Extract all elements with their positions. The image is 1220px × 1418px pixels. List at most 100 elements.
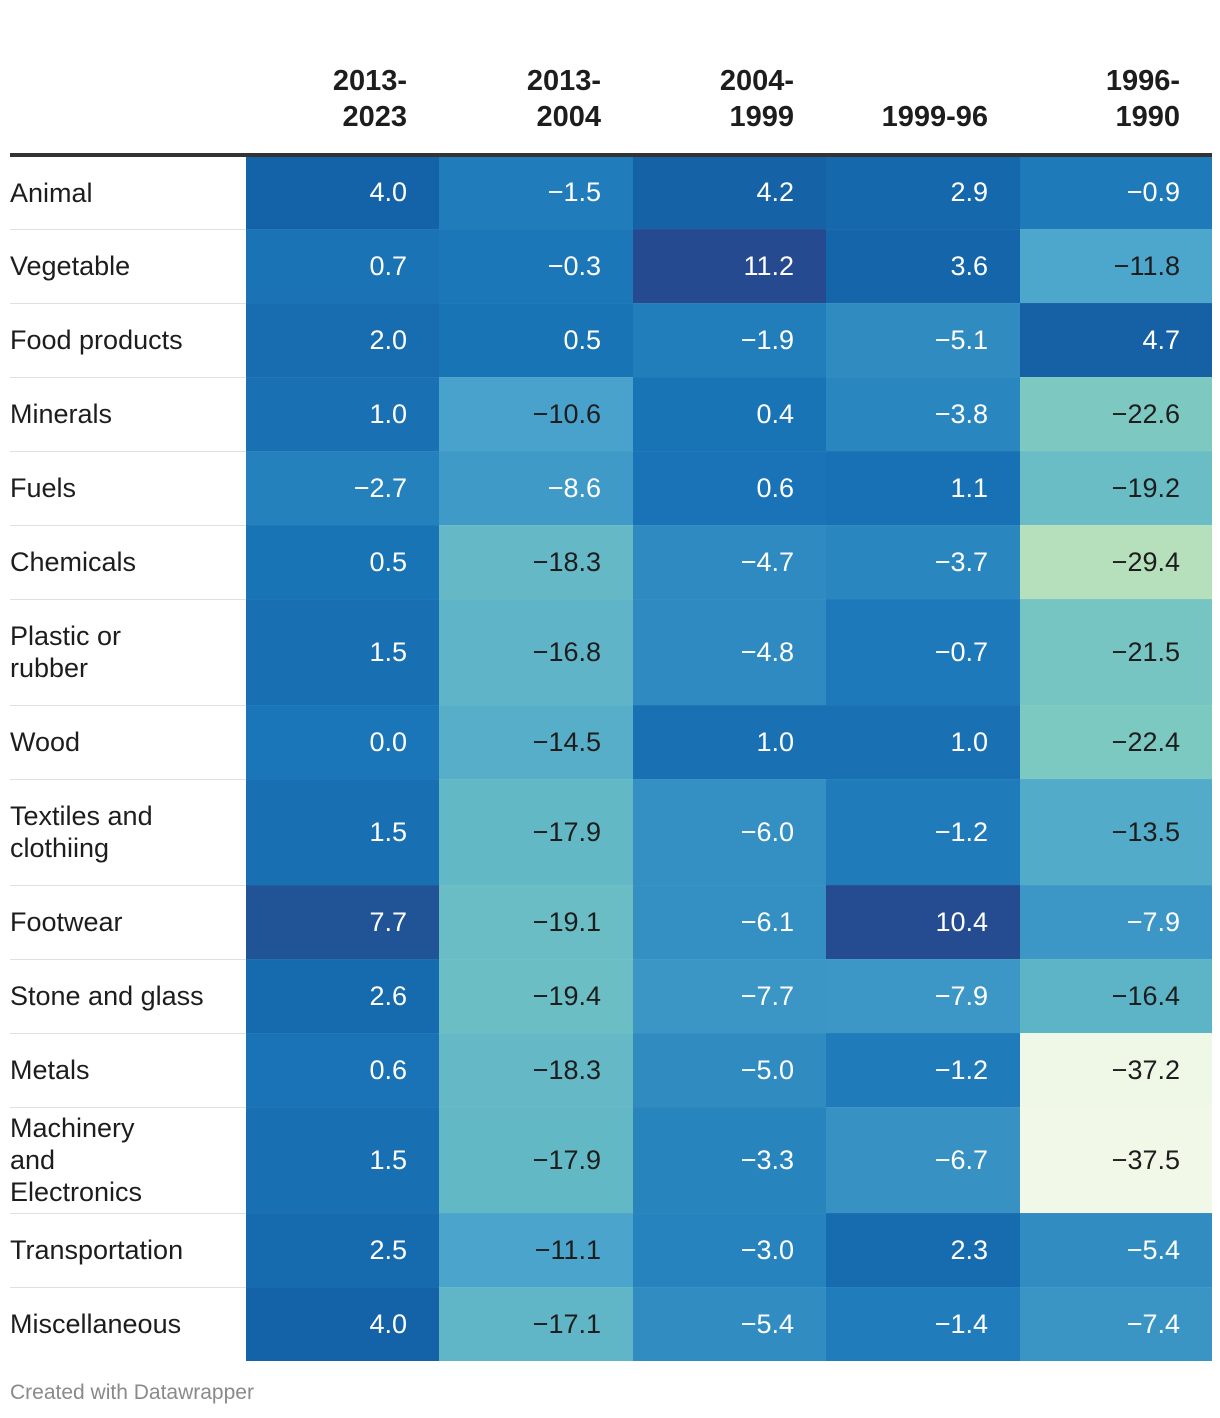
heatmap-cell: −17.9 <box>439 779 633 886</box>
heatmap-cell: −1.2 <box>826 1033 1020 1108</box>
heatmap-cell: −5.1 <box>826 303 1020 378</box>
heatmap-cell: −19.1 <box>439 885 633 960</box>
column-header: 2013- 2004 <box>439 0 633 157</box>
table-row: Transportation 2.5 −11.1 −3.0 2.3 −5.4 <box>10 1213 1212 1288</box>
column-header: 2004- 1999 <box>633 0 826 157</box>
heatmap-cell: −1.4 <box>826 1287 1020 1362</box>
row-label: Minerals <box>10 377 246 452</box>
heatmap-cell: −3.8 <box>826 377 1020 452</box>
heatmap-cell: 1.5 <box>246 599 439 706</box>
table-row: Textiles and clothiing 1.5 −17.9 −6.0 −1.2 −1… <box>10 779 1212 886</box>
column-header: 1996- 1990 <box>1020 0 1212 157</box>
header-row: 2013- 2023 2013- 2004 2004- 1999 1999-96… <box>10 0 1212 157</box>
table-row: Fuels −2.7 −8.6 0.6 1.1 −19.2 <box>10 451 1212 526</box>
heatmap-cell: −5.4 <box>1020 1213 1212 1288</box>
heatmap-cell: −7.7 <box>633 959 826 1034</box>
heatmap-cell: 0.6 <box>633 451 826 526</box>
heatmap-cell: −6.7 <box>826 1107 1020 1214</box>
heatmap-cell: −1.2 <box>826 779 1020 886</box>
heatmap-cell: 4.0 <box>246 155 439 230</box>
table-row: Miscellaneous 4.0 −17.1 −5.4 −1.4 −7.4 <box>10 1287 1212 1362</box>
heatmap-cell: 4.0 <box>246 1287 439 1362</box>
heatmap-cell: −37.2 <box>1020 1033 1212 1108</box>
row-label: Transportation <box>10 1213 246 1288</box>
row-label: Miscellaneous <box>10 1309 182 1340</box>
table-row: Minerals 1.0 −10.6 0.4 −3.8 −22.6 <box>10 377 1212 452</box>
heatmap-cell: −29.4 <box>1020 525 1212 600</box>
table-row: Footwear 7.7 −19.1 −6.1 10.4 −7.9 <box>10 885 1212 960</box>
heatmap-cell: 4.2 <box>633 155 826 230</box>
row-label: Fuels <box>10 451 246 526</box>
heatmap-cell: −14.5 <box>439 705 633 780</box>
heatmap-cell: 3.6 <box>826 229 1020 304</box>
heatmap-cell: −5.4 <box>633 1287 826 1362</box>
heatmap-cell: −3.7 <box>826 525 1020 600</box>
heatmap-cell: 2.0 <box>246 303 439 378</box>
row-label: Plastic or rubber <box>10 599 246 706</box>
heatmap-cell: −1.5 <box>439 155 633 230</box>
table-row: Vegetable 0.7 −0.3 11.2 3.6 −11.8 <box>10 229 1212 304</box>
heatmap-cell: 7.7 <box>246 885 439 960</box>
heatmap-cell: −0.3 <box>439 229 633 304</box>
table-row: Stone and glass 2.6 −19.4 −7.7 −7.9 −16.4 <box>10 959 1212 1034</box>
heatmap-cell: 0.4 <box>633 377 826 452</box>
heatmap-cell: −0.9 <box>1020 155 1212 230</box>
heatmap-cell: 4.7 <box>1020 303 1212 378</box>
heatmap-cell: −5.0 <box>633 1033 826 1108</box>
heatmap-cell: −17.1 <box>439 1287 633 1362</box>
heatmap-cell: 1.1 <box>826 451 1020 526</box>
heatmap-cell: 1.5 <box>246 1107 439 1214</box>
heatmap-cell: 1.0 <box>633 705 826 780</box>
heatmap-cell: 2.3 <box>826 1213 1020 1288</box>
row-label: Textiles and clothiing <box>10 779 246 886</box>
heatmap-cell: 11.2 <box>633 229 826 304</box>
heatmap-cell: −19.4 <box>439 959 633 1034</box>
heatmap-cell: 0.6 <box>246 1033 439 1108</box>
heatmap-cell: −21.5 <box>1020 599 1212 706</box>
heatmap-cell: −19.2 <box>1020 451 1212 526</box>
heatmap-cell: −7.9 <box>826 959 1020 1034</box>
header-corner <box>10 0 246 157</box>
heatmap-cell: −7.4 <box>1020 1287 1212 1362</box>
row-label: Food products <box>10 303 246 378</box>
heatmap-cell: −2.7 <box>246 451 439 526</box>
heatmap-cell: −7.9 <box>1020 885 1212 960</box>
table-row: Metals 0.6 −18.3 −5.0 −1.2 −37.2 <box>10 1033 1212 1108</box>
heatmap-cell: −0.7 <box>826 599 1020 706</box>
heatmap-cell: 10.4 <box>826 885 1020 960</box>
heatmap-cell: −22.4 <box>1020 705 1212 780</box>
table-row: Animal 4.0 −1.5 4.2 2.9 −0.9 <box>10 155 1212 230</box>
heatmap-cell: −37.5 <box>1020 1107 1212 1214</box>
heatmap-cell: −22.6 <box>1020 377 1212 452</box>
heatmap-cell: −11.1 <box>439 1213 633 1288</box>
heatmap-cell: −8.6 <box>439 451 633 526</box>
row-label: Chemicals <box>10 525 246 600</box>
heatmap-cell: −10.6 <box>439 377 633 452</box>
column-header: 2013- 2023 <box>246 0 439 157</box>
heatmap-cell: 0.0 <box>246 705 439 780</box>
credit-text: Created with Datawrapper <box>10 1381 254 1404</box>
heatmap-cell: 0.5 <box>439 303 633 378</box>
heatmap-cell: −3.3 <box>633 1107 826 1214</box>
heatmap-cell: −6.0 <box>633 779 826 886</box>
heatmap-cell: 1.5 <box>246 779 439 886</box>
row-label: Machinery and Electronics <box>10 1107 246 1214</box>
heatmap-cell: 2.9 <box>826 155 1020 230</box>
heatmap-cell: −1.9 <box>633 303 826 378</box>
table-row: Plastic or rubber 1.5 −16.8 −4.8 −0.7 −21.5 <box>10 599 1212 706</box>
heatmap-cell: −16.8 <box>439 599 633 706</box>
heatmap-cell: −11.8 <box>1020 229 1212 304</box>
table-row: Chemicals 0.5 −18.3 −4.7 −3.7 −29.4 <box>10 525 1212 600</box>
heatmap-cell: 1.0 <box>826 705 1020 780</box>
heatmap-cell: 0.5 <box>246 525 439 600</box>
heatmap-cell: −4.8 <box>633 599 826 706</box>
column-header: 1999-96 <box>826 0 1020 157</box>
heatmap-cell: −13.5 <box>1020 779 1212 886</box>
row-label: Metals <box>10 1033 246 1108</box>
heatmap-cell: 0.7 <box>246 229 439 304</box>
heatmap-cell: −4.7 <box>633 525 826 600</box>
heatmap-cell: −16.4 <box>1020 959 1212 1034</box>
row-label: Vegetable <box>10 229 246 304</box>
heatmap-table: 2013- 2023 2013- 2004 2004- 1999 1999-96… <box>10 0 1212 1362</box>
heatmap-cell: −18.3 <box>439 1033 633 1108</box>
